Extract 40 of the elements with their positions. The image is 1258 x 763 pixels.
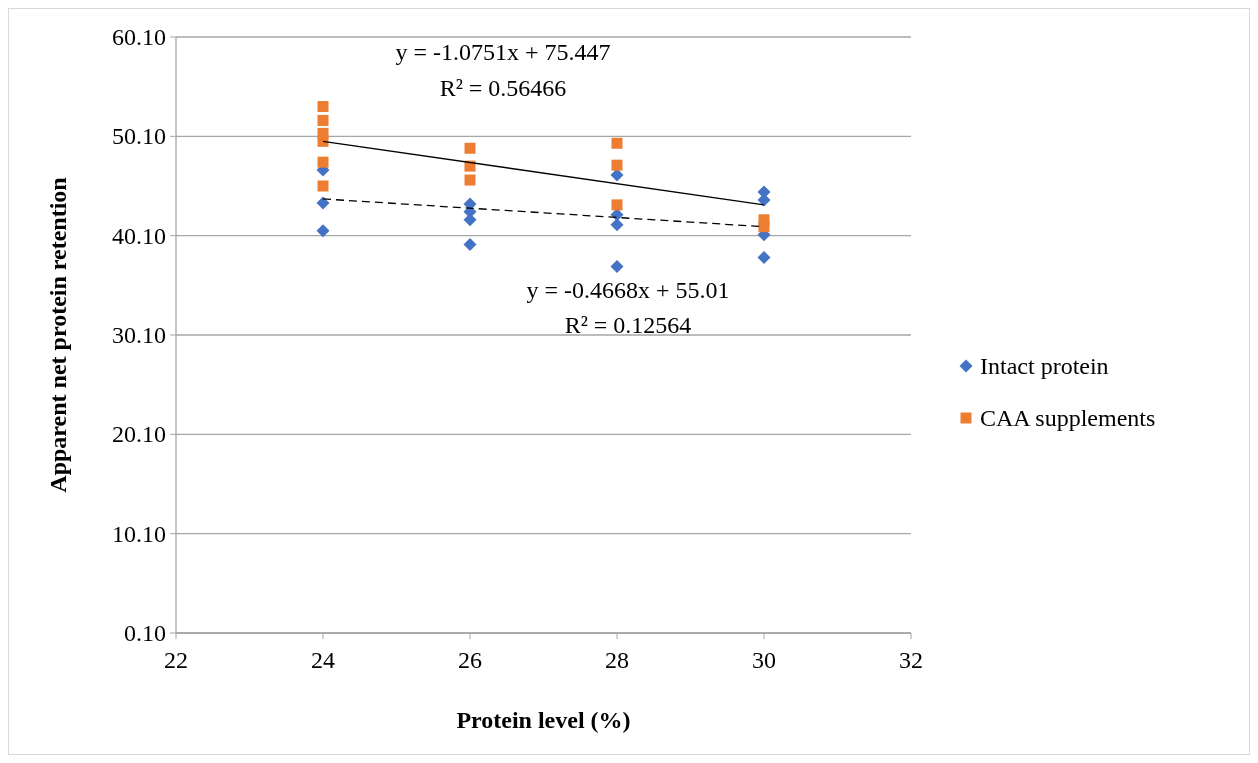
annotation: y = -0.4668x + 55.01 <box>526 277 730 303</box>
point <box>611 159 623 171</box>
y-tick-label: 50.10 <box>112 123 166 150</box>
legend-label: CAA supplements <box>980 405 1156 431</box>
x-tick-label: 32 <box>899 647 923 673</box>
y-tick-label: 10.10 <box>112 520 166 547</box>
point <box>611 199 623 211</box>
point <box>463 238 477 252</box>
point <box>463 213 477 227</box>
point <box>611 137 623 149</box>
x-tick-label: 26 <box>458 647 482 673</box>
x-tick-label: 30 <box>752 647 776 673</box>
point <box>316 196 330 210</box>
y-tick-label: 20.10 <box>112 421 166 448</box>
x-axis-title: Protein level (%) <box>456 707 631 733</box>
point <box>758 221 770 233</box>
y-tick-label: 0.10 <box>124 620 166 646</box>
point <box>317 156 329 168</box>
y-tick-label: 60.10 <box>112 24 166 50</box>
point <box>610 218 624 232</box>
point <box>610 259 624 273</box>
point <box>317 180 329 192</box>
annotation: y = -1.0751x + 75.447 <box>395 39 611 65</box>
x-tick-label: 22 <box>164 647 188 673</box>
y-tick-label: 40.10 <box>112 222 166 249</box>
legend-label: Intact protein <box>980 353 1109 379</box>
point <box>464 174 476 186</box>
y-axis-title: Apparent net protein retention <box>45 177 71 493</box>
point <box>317 135 329 147</box>
point <box>316 224 330 238</box>
x-tick-label: 24 <box>311 647 335 673</box>
point <box>317 114 329 126</box>
point <box>464 142 476 154</box>
y-tick-label: 30.10 <box>112 322 166 348</box>
point <box>610 168 624 182</box>
point <box>317 101 329 113</box>
annotation: R² = 0.56466 <box>439 75 567 101</box>
annotation: R² = 0.12564 <box>564 312 692 338</box>
point <box>757 251 771 265</box>
x-tick-label: 28 <box>605 647 629 673</box>
